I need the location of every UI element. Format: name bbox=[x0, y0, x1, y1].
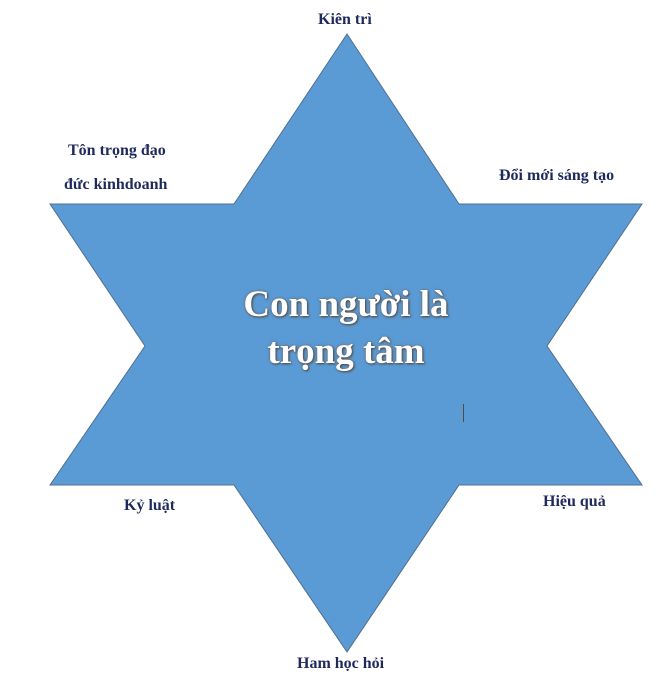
label-bottom-point: Ham học hỏi bbox=[297, 655, 385, 672]
label-lower-right-point: Hiệu quả bbox=[543, 493, 606, 510]
six-point-star bbox=[49, 33, 643, 653]
label-upper-left-point-line2: đức kinhdoanh bbox=[64, 176, 168, 193]
text-cursor bbox=[463, 404, 464, 422]
center-title-line1: Con người là bbox=[243, 284, 449, 325]
label-top-point: Kiên trì bbox=[318, 11, 372, 28]
center-title-line2: trọng tâm bbox=[267, 331, 425, 372]
label-lower-left-point: Kỷ luật bbox=[124, 497, 176, 514]
label-upper-right-point: Đổi mới sáng tạo bbox=[499, 167, 615, 184]
label-upper-left-point-line1: Tôn trọng đạo bbox=[68, 142, 166, 159]
